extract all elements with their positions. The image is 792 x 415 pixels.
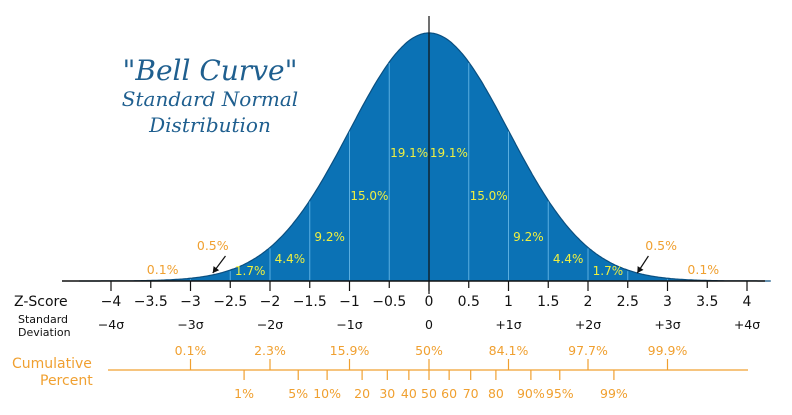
std-dev-tick-label: +3σ: [654, 317, 680, 332]
region-percent-label: 15.0%: [470, 189, 508, 203]
cumulative-upper-label: 50%: [415, 343, 443, 358]
cumulative-lower-label: 95%: [546, 386, 574, 401]
cumulative-lower-label: 80: [488, 386, 504, 401]
cumulative-lower-label: 30: [379, 386, 395, 401]
region-percent-label: 4.4%: [275, 252, 306, 266]
region-percent-label: 1.7%: [593, 264, 624, 278]
chart-title: "Bell Curve": [123, 54, 298, 87]
zscore-tick-label: −2.5: [213, 294, 247, 310]
std-dev-label-line1: Standard: [18, 313, 68, 326]
std-dev-label-line2: Deviation: [18, 326, 71, 339]
cumulative-lower-label: 5%: [288, 386, 308, 401]
region-percent-label: 0.5%: [197, 238, 229, 253]
bell-curve-area: [79, 33, 771, 281]
std-dev-tick-label: −3σ: [177, 317, 203, 332]
bell-curve-outline: [79, 32, 771, 282]
cumulative-upper-label: 0.1%: [175, 343, 207, 358]
curve-layer: [79, 32, 771, 282]
cumulative-lower-label: 99%: [600, 386, 628, 401]
std-dev-tick-label: 0: [425, 317, 433, 332]
region-percent-label: 0.5%: [645, 238, 677, 253]
zscore-tick-label: −1: [339, 294, 360, 310]
std-dev-tick-label: +4σ: [734, 317, 760, 332]
zscore-tick-label: 1: [504, 294, 513, 310]
zscore-tick-label: −3: [180, 294, 201, 310]
cumulative-lower-label: 60: [441, 386, 457, 401]
zscore-tick-label: 1.5: [537, 294, 559, 310]
zscore-tick-label: −3.5: [134, 294, 168, 310]
region-percent-label: 9.2%: [314, 230, 345, 244]
cumulative-lower-label: 20: [354, 386, 370, 401]
cumulative-lower-label: 50: [421, 386, 437, 401]
std-dev-tick-label: +2σ: [575, 317, 601, 332]
cumulative-label-line2: Percent: [40, 373, 93, 389]
cumulative-label-line1: Cumulative: [12, 356, 92, 372]
zscore-tick-label: 4: [743, 294, 752, 310]
pointer-arrowhead: [637, 266, 644, 273]
cumulative-upper-label: 97.7%: [568, 343, 608, 358]
pointer-arrowhead: [212, 266, 220, 273]
cumulative-upper-label: 2.3%: [254, 343, 286, 358]
cumulative-upper-label: 99.9%: [648, 343, 688, 358]
region-percent-label: 4.4%: [553, 252, 584, 266]
chart-subtitle-line2: Distribution: [148, 113, 271, 137]
zscore-tick-label: 2.5: [617, 294, 639, 310]
region-percent-label: 15.0%: [350, 189, 388, 203]
cumulative-lower-label: 1%: [234, 386, 254, 401]
region-percent-label: 19.1%: [430, 146, 468, 160]
zscore-tick-label: −1.5: [293, 294, 327, 310]
zscore-tick-label: −2: [260, 294, 281, 310]
zscore-tick-label: −0.5: [372, 294, 406, 310]
region-percent-label: 1.7%: [235, 264, 266, 278]
zscore-tick-label: 0: [425, 294, 434, 310]
cumulative-lower-label: 40: [401, 386, 417, 401]
cumulative-upper-label: 84.1%: [489, 343, 529, 358]
zscore-tick-label: 2: [584, 294, 593, 310]
cumulative-lower-label: 10%: [313, 386, 341, 401]
zscore-tick-label: 0.5: [458, 294, 480, 310]
std-dev-tick-label: −1σ: [336, 317, 362, 332]
std-dev-tick-label: −2σ: [257, 317, 283, 332]
region-percent-label: 9.2%: [513, 230, 544, 244]
label-layer: 0.5% 1.7% 4.4% 9.2% 15.0% 19.1% 19.1% 15.0% 9.2%…: [98, 146, 760, 401]
zscore-tick-label: 3.5: [696, 294, 718, 310]
tail-percent-label: 0.1%: [687, 262, 719, 277]
tail-percent-label: 0.1%: [147, 262, 179, 277]
cumulative-upper-label: 15.9%: [330, 343, 370, 358]
cumulative-lower-label: 90%: [517, 386, 545, 401]
std-dev-tick-label: +1σ: [495, 317, 521, 332]
zscore-tick-label: −4: [101, 294, 122, 310]
std-dev-tick-label: −4σ: [98, 317, 124, 332]
axis-layer: [62, 16, 765, 380]
region-percent-label: 19.1%: [390, 146, 428, 160]
zscore-axis-label: Z-Score: [14, 294, 68, 310]
chart-subtitle-line1: Standard Normal: [122, 87, 298, 111]
zscore-tick-label: 3: [663, 294, 672, 310]
cumulative-lower-label: 70: [463, 386, 479, 401]
